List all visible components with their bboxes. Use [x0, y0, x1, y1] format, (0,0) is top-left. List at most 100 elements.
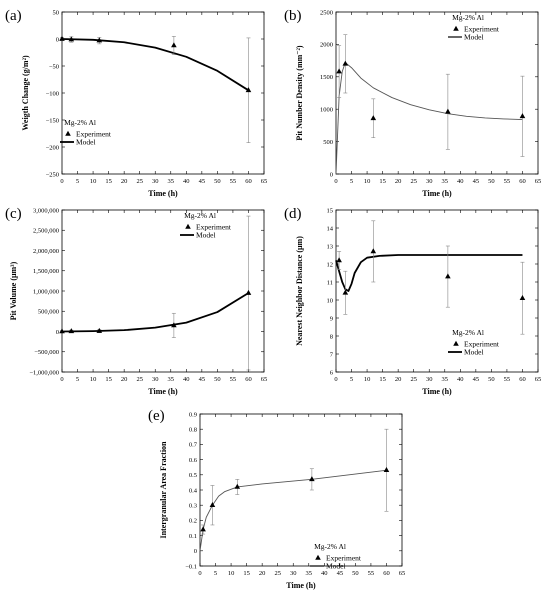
x-tick-label: 60: [519, 178, 526, 185]
experiment-point: [370, 248, 377, 254]
y-tick-label: 0.3: [189, 503, 197, 510]
x-tick-label: 45: [199, 178, 206, 185]
x-tick-label: 65: [399, 570, 406, 577]
plot-frame: [61, 209, 265, 373]
legend-model-label: Model: [464, 348, 484, 357]
x-tick-label: 5: [76, 178, 79, 185]
x-tick-label: 50: [488, 376, 495, 383]
legend-triangle-icon: [453, 25, 459, 31]
y-tick-label: 0.7: [189, 442, 198, 449]
x-tick-label: 60: [383, 570, 390, 577]
x-tick-label: 40: [183, 376, 190, 383]
x-tick-label: 35: [442, 376, 449, 383]
legend-triangle-icon: [65, 130, 71, 136]
experiment-point: [59, 35, 65, 41]
legend-title: Mg-2% Al: [184, 211, 216, 220]
experiment-point: [96, 327, 103, 333]
x-tick-label: 35: [306, 570, 313, 577]
experiment-point: [519, 295, 526, 300]
y-axis-title: Pit Number Density (mm⁻²): [295, 45, 304, 140]
panel-label: (a): [5, 8, 22, 24]
x-axis-title: Time (h): [422, 387, 452, 396]
y-tick-label: −150: [46, 117, 59, 124]
y-tick-label: 0: [56, 36, 59, 43]
panel-a: (a) 0 5 10 15 20 25 30 35 40 45 50 55 60 65 −250 −200 −15…: [5, 8, 267, 198]
y-tick-label: −250: [46, 171, 59, 178]
legend-experiment-label: Experiment: [464, 340, 500, 349]
y-tick-label: −1,000,000: [29, 369, 59, 376]
y-tick-label: 0: [56, 329, 59, 336]
legend-triangle-icon: [185, 223, 191, 229]
x-tick-label: 65: [535, 376, 542, 383]
y-tick-label: 10: [327, 297, 334, 304]
x-tick-label: 55: [230, 376, 237, 383]
experiment-point: [342, 60, 349, 66]
y-tick-label: 13: [327, 243, 334, 250]
model-curve: [61, 38, 249, 92]
y-tick-label: 2500: [320, 9, 333, 16]
x-tick-label: 50: [214, 376, 221, 383]
x-tick-label: 50: [352, 570, 359, 577]
plot-frame: [61, 11, 265, 175]
y-tick-label: 8: [330, 333, 333, 340]
legend-title: Mg-2% Al: [314, 542, 346, 551]
x-tick-label: 35: [168, 178, 175, 185]
x-tick-label: 0: [198, 570, 201, 577]
x-tick-label: 45: [199, 376, 206, 383]
x-tick-label: 25: [136, 178, 143, 185]
x-tick-label: 45: [337, 570, 344, 577]
x-tick-label: 20: [395, 376, 402, 383]
panel-label: (d): [284, 206, 302, 222]
y-tick-label: 15: [327, 207, 334, 214]
x-tick-label: 45: [473, 376, 480, 383]
x-tick-label: 60: [519, 376, 526, 383]
x-tick-label: 5: [350, 376, 353, 383]
y-axis-title: Intergranular Area Fraction: [159, 441, 168, 539]
panel-label: (e): [148, 408, 165, 424]
experiment-point: [445, 108, 451, 114]
y-tick-label: 12: [327, 261, 334, 268]
model-curve: [335, 62, 523, 175]
y-tick-label: 3,000,000: [33, 207, 59, 214]
y-tick-label: 6: [330, 369, 334, 376]
x-tick-label: 25: [410, 376, 417, 383]
y-tick-label: −200: [46, 144, 59, 151]
x-tick-label: 20: [259, 570, 266, 577]
legend-experiment-label: Experiment: [196, 223, 232, 232]
panel-b: (b) 0 5 10 15 20 25 30 35 40 45 50 55 60 65 0 500 1000 150…: [284, 8, 541, 198]
legend-model-label: Model: [326, 562, 346, 571]
x-tick-label: 25: [410, 178, 417, 185]
model-curve: [61, 292, 249, 333]
y-tick-label: 0.9: [189, 411, 197, 418]
experiment-point: [445, 273, 451, 279]
y-axis-title: Nearest Neighbor Distance (μm): [295, 236, 304, 346]
y-tick-label: 2000: [320, 42, 333, 49]
legend-title: Mg-2% Al: [64, 118, 96, 127]
x-tick-label: 30: [426, 376, 433, 383]
x-tick-label: 10: [90, 376, 97, 383]
x-tick-label: 30: [426, 178, 433, 185]
x-tick-label: 0: [60, 376, 63, 383]
experiment-point: [245, 289, 252, 295]
x-tick-label: 0: [334, 178, 337, 185]
plot-frame: [335, 209, 539, 373]
x-tick-label: 30: [152, 376, 159, 383]
y-tick-label: 0.8: [189, 427, 197, 434]
experiment-point: [309, 476, 315, 482]
x-tick-label: 55: [368, 570, 375, 577]
experiment-point: [68, 36, 75, 42]
y-tick-label: 0.1: [189, 533, 197, 540]
legend-experiment-label: Experiment: [326, 554, 362, 563]
x-tick-label: 15: [379, 178, 386, 185]
x-tick-label: 15: [105, 376, 112, 383]
x-tick-label: 20: [121, 178, 128, 185]
y-tick-label: 1500: [320, 74, 333, 81]
x-tick-label: 40: [321, 570, 328, 577]
x-tick-label: 10: [90, 178, 97, 185]
experiment-point: [68, 328, 75, 334]
y-axis-title: Pit Volume (μm³): [9, 261, 18, 320]
x-tick-label: 65: [261, 376, 268, 383]
y-tick-label: 14: [327, 225, 334, 232]
x-tick-label: 0: [334, 376, 337, 383]
y-tick-label: 1,000,000: [33, 288, 59, 295]
